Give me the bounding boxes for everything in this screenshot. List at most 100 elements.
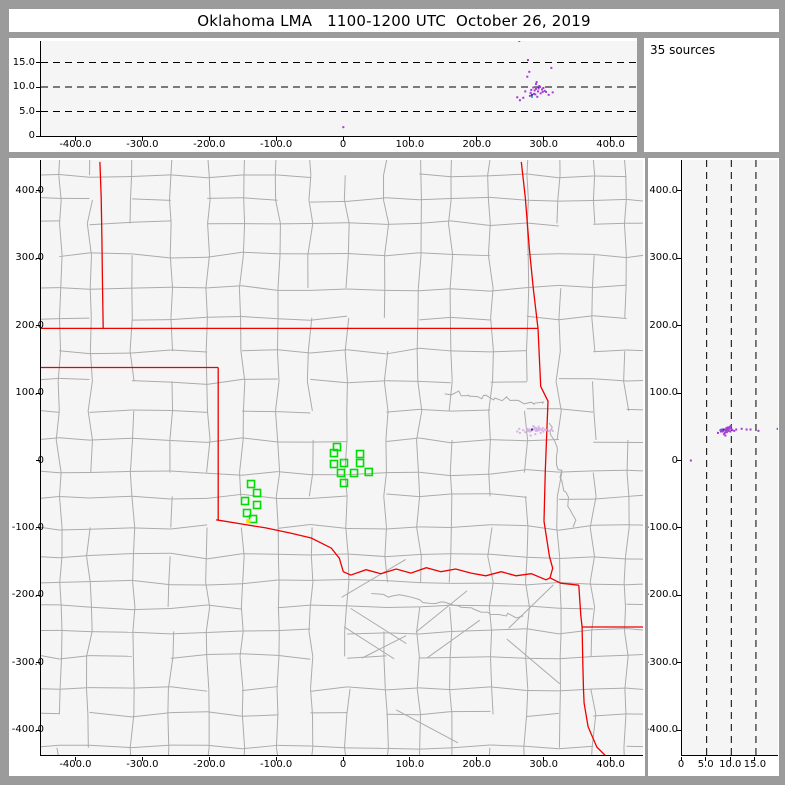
north-axis-tick-label: -200.0 <box>11 589 44 601</box>
lightning-source-point <box>733 429 736 432</box>
lightning-source-point <box>550 66 553 69</box>
lightning-source-point <box>528 430 531 433</box>
north-axis-tick-label: 300.0 <box>649 252 678 264</box>
tick-mark <box>141 137 143 141</box>
lightning-source-point <box>745 428 748 431</box>
tick-mark <box>677 527 681 529</box>
lma-station-square <box>364 467 374 477</box>
lightning-source-point <box>725 427 728 430</box>
lightning-source-point <box>545 429 548 432</box>
tick-mark <box>36 257 40 259</box>
tick-mark <box>677 325 681 327</box>
lightning-source-point <box>551 91 554 94</box>
tick-mark <box>342 757 344 761</box>
lma-station-square <box>252 500 262 510</box>
lightning-source-point <box>689 459 692 462</box>
lma-station-square <box>339 458 349 468</box>
north-axis-tick-label: 400.0 <box>649 184 678 196</box>
river-line <box>371 593 524 619</box>
tick-mark <box>680 757 682 761</box>
lightning-source-point <box>518 99 521 102</box>
lightning-source-point <box>722 433 725 436</box>
east-axis-tick-label: 400.0 <box>596 139 625 150</box>
source-count-label: 35 sources <box>650 43 716 57</box>
tick-mark <box>208 137 210 141</box>
plot-altitude-vs-north[interactable] <box>681 160 778 756</box>
lightning-source-point <box>749 428 752 431</box>
page-title: Oklahoma LMA 1100-1200 UTC October 26, 2… <box>197 11 591 30</box>
lightning-source-point <box>542 86 545 89</box>
lightning-source-point <box>533 89 536 92</box>
east-axis-tick-label: -400.0 <box>59 759 92 770</box>
lightning-source-point <box>542 430 545 433</box>
lightning-source-point <box>526 429 529 432</box>
tick-mark <box>36 190 40 192</box>
tick-mark <box>36 527 40 529</box>
tick-mark <box>275 137 277 141</box>
north-axis-tick-label: 0 <box>37 454 44 466</box>
lightning-source-point <box>724 429 727 432</box>
lightning-source-point <box>518 41 521 42</box>
alt-axis-tick-label: 0 <box>28 130 35 141</box>
plot-altitude-vs-east[interactable] <box>40 41 637 137</box>
lightning-source-point <box>723 431 726 434</box>
state-border-ok-east <box>537 328 554 578</box>
lightning-source-point <box>537 425 540 428</box>
lightning-source-point <box>539 92 542 95</box>
lightning-source-point <box>534 87 537 90</box>
east-axis-tick-label: 300.0 <box>529 759 558 770</box>
east-axis-tick-label: -400.0 <box>59 139 92 150</box>
lma-station-square <box>339 478 349 488</box>
north-axis-tick-label: 400.0 <box>15 184 44 196</box>
lightning-source-point <box>533 426 536 429</box>
panel-source-count: 35 sources <box>644 38 779 152</box>
north-axis-tick-label: 300.0 <box>15 252 44 264</box>
east-axis-tick-label: 300.0 <box>529 139 558 150</box>
north-axis-tick-label: -200.0 <box>648 589 678 601</box>
east-axis-tick-label: 200.0 <box>462 759 492 770</box>
lightning-source-point <box>534 433 537 436</box>
state-border-co-ks <box>99 161 104 329</box>
east-axis-tick-label: 100.0 <box>395 759 425 770</box>
lightning-source-point <box>524 431 527 434</box>
river-line <box>444 390 545 406</box>
east-axis-tick-label: -200.0 <box>193 759 226 770</box>
lightning-source-point <box>534 93 537 96</box>
state-border-red-river <box>216 519 579 586</box>
lightning-source-point <box>728 427 731 430</box>
tick-mark <box>74 757 76 761</box>
tick-mark <box>677 190 681 192</box>
title-bar: Oklahoma LMA 1100-1200 UTC October 26, 2… <box>9 9 779 32</box>
lightning-source-point <box>529 434 532 437</box>
tick-mark <box>610 137 612 141</box>
lightning-source-point <box>731 429 734 432</box>
tick-mark <box>409 137 411 141</box>
north-axis-tick-label: -400.0 <box>648 724 678 736</box>
tick-mark <box>74 137 76 141</box>
lightning-source-point <box>724 434 727 437</box>
east-axis-tick-label: 0 <box>339 139 347 150</box>
lightning-source-point <box>530 93 533 96</box>
lightning-source-point <box>725 431 728 434</box>
tick-mark <box>36 594 40 596</box>
north-axis-tick-label: 100.0 <box>15 387 44 399</box>
tick-mark <box>36 86 40 88</box>
plot-plan-view-map[interactable] <box>40 160 643 756</box>
north-axis-tick-label: -300.0 <box>648 656 678 668</box>
lma-station-square <box>252 488 262 498</box>
tick-mark <box>409 757 411 761</box>
lightning-source-point <box>536 95 539 98</box>
lightning-source-point <box>526 59 529 62</box>
lightning-source-point <box>730 427 733 430</box>
lightning-source-point <box>727 429 730 432</box>
lightning-source-point <box>530 95 533 98</box>
lma-station-square <box>240 496 250 506</box>
north-axis-tick-label: -100.0 <box>648 521 678 533</box>
lightning-source-point <box>740 427 743 430</box>
alt-axis-tick-label: 15.0 <box>743 759 767 770</box>
lightning-source-point <box>536 429 539 432</box>
lightning-source-point <box>538 427 541 430</box>
tick-mark <box>275 757 277 761</box>
tick-mark <box>729 757 731 761</box>
tick-mark <box>36 662 40 664</box>
